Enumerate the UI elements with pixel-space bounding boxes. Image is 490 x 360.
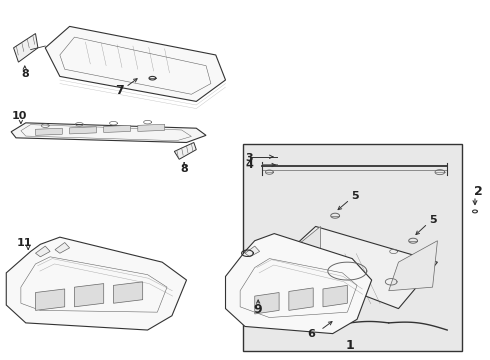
Text: 4: 4 — [245, 160, 253, 170]
Polygon shape — [225, 234, 372, 334]
Text: 3: 3 — [245, 153, 253, 163]
Text: 7: 7 — [115, 84, 123, 97]
Polygon shape — [245, 246, 260, 257]
Polygon shape — [55, 243, 70, 253]
Text: 10: 10 — [12, 111, 27, 121]
Polygon shape — [70, 127, 97, 134]
Polygon shape — [35, 246, 50, 257]
Polygon shape — [277, 226, 438, 309]
Polygon shape — [138, 124, 165, 131]
Text: 2: 2 — [473, 185, 482, 198]
Polygon shape — [277, 226, 320, 298]
Polygon shape — [104, 125, 130, 132]
Polygon shape — [74, 284, 104, 307]
Polygon shape — [389, 241, 438, 291]
Polygon shape — [6, 237, 187, 330]
Polygon shape — [255, 293, 279, 314]
Polygon shape — [323, 285, 347, 307]
Bar — [243, 144, 462, 351]
Text: 6: 6 — [307, 329, 315, 339]
Text: 8: 8 — [21, 68, 28, 78]
Polygon shape — [35, 128, 62, 135]
Polygon shape — [35, 289, 65, 310]
Text: 5: 5 — [429, 215, 437, 225]
Text: 9: 9 — [254, 303, 263, 316]
Polygon shape — [289, 288, 313, 310]
Text: 5: 5 — [351, 191, 359, 201]
Polygon shape — [45, 26, 225, 102]
Polygon shape — [11, 123, 206, 143]
Polygon shape — [14, 33, 38, 62]
Polygon shape — [174, 143, 196, 159]
Text: 1: 1 — [345, 339, 354, 352]
Text: 11: 11 — [17, 238, 32, 248]
Text: 8: 8 — [180, 164, 188, 174]
Polygon shape — [114, 282, 143, 303]
